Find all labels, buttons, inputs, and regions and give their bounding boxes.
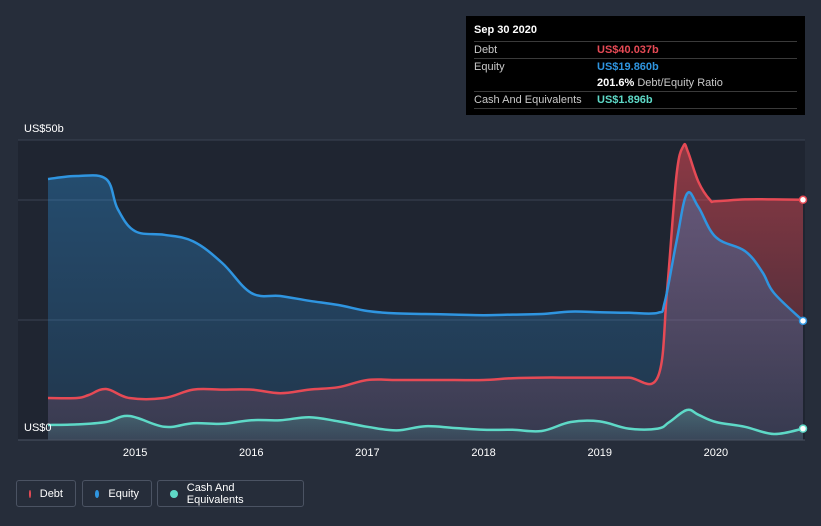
- series-line-cash-and-equivalents: [47, 408, 804, 436]
- tooltip-debt-value: US$40.037b: [597, 44, 659, 56]
- series-line-equity: [47, 174, 804, 322]
- tooltip-equity-value: US$19.860b: [597, 61, 659, 73]
- y-axis-top-label: US$50b: [24, 123, 64, 135]
- tooltip-row-equity: Equity US$19.860b: [474, 58, 797, 75]
- tooltip-equity-label: Equity: [474, 61, 505, 73]
- series-endpoint-equity: [798, 316, 808, 326]
- data-tooltip: Sep 30 2020 Debt US$40.037b Equity US$19…: [466, 16, 805, 115]
- tooltip-cash-value: US$1.896b: [597, 94, 653, 106]
- x-tick-label: 2016: [239, 447, 263, 459]
- tooltip-cash-label: Cash And Equivalents: [474, 94, 582, 106]
- tooltip-date: Sep 30 2020: [474, 24, 537, 36]
- tooltip-row-cash: Cash And Equivalents US$1.896b: [474, 91, 797, 109]
- x-tick-label: 2018: [471, 447, 495, 459]
- tooltip-row-debt: Debt US$40.037b: [474, 41, 797, 58]
- legend-debt[interactable]: Debt: [16, 480, 76, 507]
- series-endpoint-cash-and-equivalents: [798, 424, 808, 433]
- series-endpoint-debt: [798, 195, 808, 205]
- tooltip-ratio-value: 201.6%: [597, 77, 635, 89]
- y-axis-bottom-label: US$0: [24, 422, 52, 434]
- x-tick-label: 2020: [704, 447, 728, 459]
- x-tick-label: 2017: [355, 447, 379, 459]
- tooltip-ratio-label: [474, 75, 597, 91]
- legend-cash-label: Cash And Equivalents: [186, 481, 244, 506]
- tooltip-row-ratio: 201.6% Debt/Equity Ratio: [474, 75, 797, 91]
- x-tick-label: 2015: [123, 447, 147, 459]
- legend-equity[interactable]: Equity: [82, 480, 152, 507]
- x-tick-label: 2019: [587, 447, 611, 459]
- tooltip-debt-label: Debt: [474, 44, 498, 56]
- legend-cash-dot: [170, 489, 178, 498]
- legend-equity-dot: [95, 489, 100, 498]
- series-area-cash-and-equivalents: [48, 409, 803, 440]
- series-area-equity: [48, 175, 803, 440]
- legend-equity-label: Equity: [108, 487, 139, 500]
- series-line-debt: [47, 142, 804, 401]
- legend-debt-label: Debt: [39, 487, 63, 500]
- legend-cash[interactable]: Cash And Equivalents: [157, 480, 304, 507]
- tooltip-ratio-suffix: Debt/Equity Ratio: [637, 77, 723, 89]
- legend-debt-dot: [29, 489, 31, 498]
